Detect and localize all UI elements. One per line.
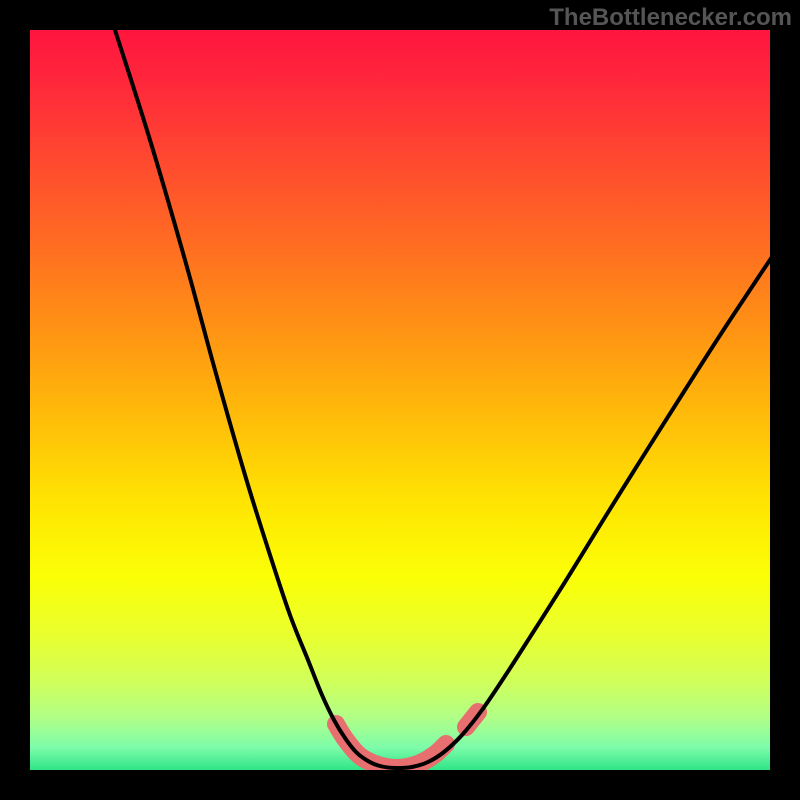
chart-container: TheBottlenecker.com [0, 0, 800, 800]
curve-layer [0, 0, 800, 800]
watermark-text: TheBottlenecker.com [549, 4, 792, 32]
v-curve [115, 30, 800, 768]
